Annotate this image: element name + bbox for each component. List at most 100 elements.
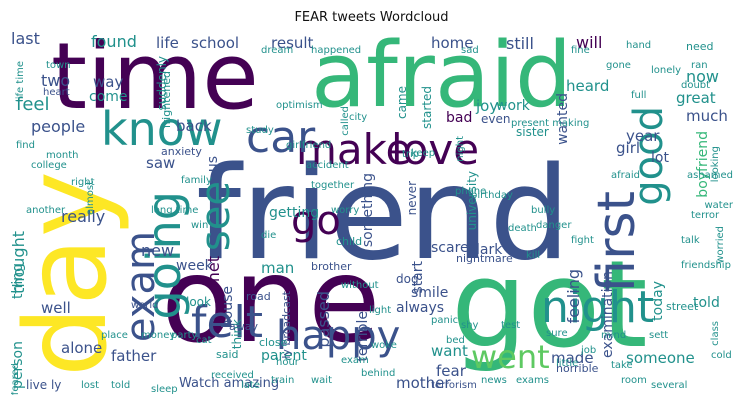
wordcloud-word: find xyxy=(16,140,35,151)
wordcloud-word: win xyxy=(191,220,209,231)
wordcloud-word: behind xyxy=(361,368,396,379)
wordcloud-word: saw xyxy=(146,154,176,172)
wordcloud-word: girl xyxy=(616,139,641,157)
wordcloud-word: gone xyxy=(606,60,631,71)
wordcloud-word: college xyxy=(31,160,67,171)
wordcloud-word: almost xyxy=(85,181,96,215)
wordcloud-word: boyfriend xyxy=(695,131,711,198)
wordcloud-word: together xyxy=(311,180,355,191)
wordcloud-word: great xyxy=(676,89,716,107)
wordcloud-word: phone xyxy=(455,186,487,197)
wordcloud-word: exams xyxy=(516,375,549,386)
wordcloud-word: received xyxy=(211,370,254,381)
wordcloud-word: friend xyxy=(196,140,571,289)
wordcloud-word: hour xyxy=(276,357,299,368)
wordcloud-word: job xyxy=(581,345,597,356)
wordcloud-word: dream xyxy=(261,45,294,56)
wordcloud-word: fine xyxy=(571,45,590,56)
wordcloud-word: even xyxy=(481,112,511,126)
wordcloud-word: father xyxy=(111,347,157,365)
wordcloud-word: anxiety xyxy=(161,145,202,158)
wordcloud-word: one xyxy=(161,231,381,369)
wordcloud-word: feared xyxy=(11,362,21,395)
wordcloud-word: Watch amazing xyxy=(179,376,280,391)
wordcloud-word: come xyxy=(89,89,128,105)
wordcloud-word: year xyxy=(626,127,660,145)
wordcloud-word: hand xyxy=(626,40,652,51)
wordcloud-word: feeling xyxy=(564,269,583,324)
wordcloud-word: danger xyxy=(536,220,572,231)
wordcloud-word: present making xyxy=(511,118,590,129)
wordcloud-word: happy xyxy=(276,313,401,359)
wordcloud-word: shy xyxy=(461,320,479,331)
wordcloud-word: month xyxy=(46,150,79,161)
wordcloud-word: home xyxy=(431,34,474,52)
wordcloud-word: will xyxy=(576,33,603,52)
wordcloud-word: ashamed xyxy=(686,170,733,181)
wordcloud-word: brother xyxy=(311,260,352,273)
wordcloud-word: class xyxy=(710,321,721,346)
wordcloud-word: dog xyxy=(396,272,419,286)
wordcloud-word: got xyxy=(451,236,648,375)
wordcloud-word: woke xyxy=(371,340,397,351)
wordcloud-word: want xyxy=(431,342,468,360)
wordcloud-word: frightened xyxy=(160,71,173,129)
wordcloud-word: world xyxy=(131,300,159,311)
wordcloud-word: really xyxy=(61,207,106,226)
wordcloud-word: someone xyxy=(626,349,695,367)
wordcloud-word: told xyxy=(693,295,720,311)
wordcloud-word: night xyxy=(541,282,655,333)
wordcloud-word: death xyxy=(508,223,537,234)
wordcloud-word: friendship xyxy=(681,260,731,271)
wordcloud-word: nightmare xyxy=(456,252,513,265)
wordcloud-word: study xyxy=(246,125,274,136)
wordcloud-word: work xyxy=(496,98,530,114)
wordcloud-word: car xyxy=(246,112,316,163)
wordcloud-word: full xyxy=(631,90,647,101)
wordcloud-word: getting xyxy=(269,205,320,221)
wordcloud-word: fear xyxy=(436,362,466,380)
wordcloud-word: place xyxy=(101,330,128,341)
wordcloud-word: always xyxy=(396,300,445,316)
wordcloud-word: said xyxy=(216,348,239,361)
wordcloud-word: love xyxy=(391,125,480,174)
wordcloud-word: trip xyxy=(402,149,420,160)
wordcloud-word: sister xyxy=(516,125,549,139)
wordcloud-word: sure xyxy=(546,328,568,339)
wordcloud-word: something xyxy=(360,173,376,248)
wordcloud-word: ran xyxy=(691,60,708,71)
wordcloud-word: live ly xyxy=(26,378,62,392)
wordcloud-word: close xyxy=(259,336,288,349)
wordcloud-word: new xyxy=(141,241,175,260)
wordcloud-word: last xyxy=(11,31,40,48)
wordcloud-word: man xyxy=(261,259,295,277)
wordcloud-word: still xyxy=(506,34,534,53)
wordcloud-word: joy xyxy=(476,97,499,115)
wordcloud-word: came xyxy=(395,86,409,120)
wordcloud-word: town xyxy=(46,60,71,71)
wordcloud-word: water xyxy=(704,200,734,211)
wordcloud-word: keep xyxy=(411,148,436,159)
wordcloud-word: exam xyxy=(341,355,369,366)
wordcloud-word: felt xyxy=(191,297,264,348)
wordcloud-word: make xyxy=(296,125,412,174)
wordcloud-word: cat xyxy=(196,335,212,346)
wordcloud-word: alone xyxy=(61,339,103,357)
wordcloud-word: passed xyxy=(314,291,333,348)
wordcloud-word: terror xyxy=(691,210,720,221)
wordcloud-word: party xyxy=(171,330,198,341)
wordcloud-word: school xyxy=(191,34,240,52)
wordcloud-word: went xyxy=(471,338,550,376)
wordcloud-word: worry xyxy=(331,205,360,216)
wordcloud-word: night xyxy=(455,136,466,162)
wordcloud-word: need xyxy=(686,40,714,53)
wordcloud-word: several xyxy=(651,380,688,391)
wordcloud-word: found xyxy=(91,32,137,51)
wordcloud-word: test xyxy=(501,320,521,331)
wordcloud-canvas: friend time afraid day one got know make love car… xyxy=(11,31,733,395)
wordcloud-word: today xyxy=(650,281,666,321)
wordcloud-word: child xyxy=(336,235,363,248)
wordcloud-word: lost xyxy=(81,380,100,391)
wordcloud-word: made xyxy=(551,349,594,367)
wordcloud-word: away xyxy=(229,320,258,333)
